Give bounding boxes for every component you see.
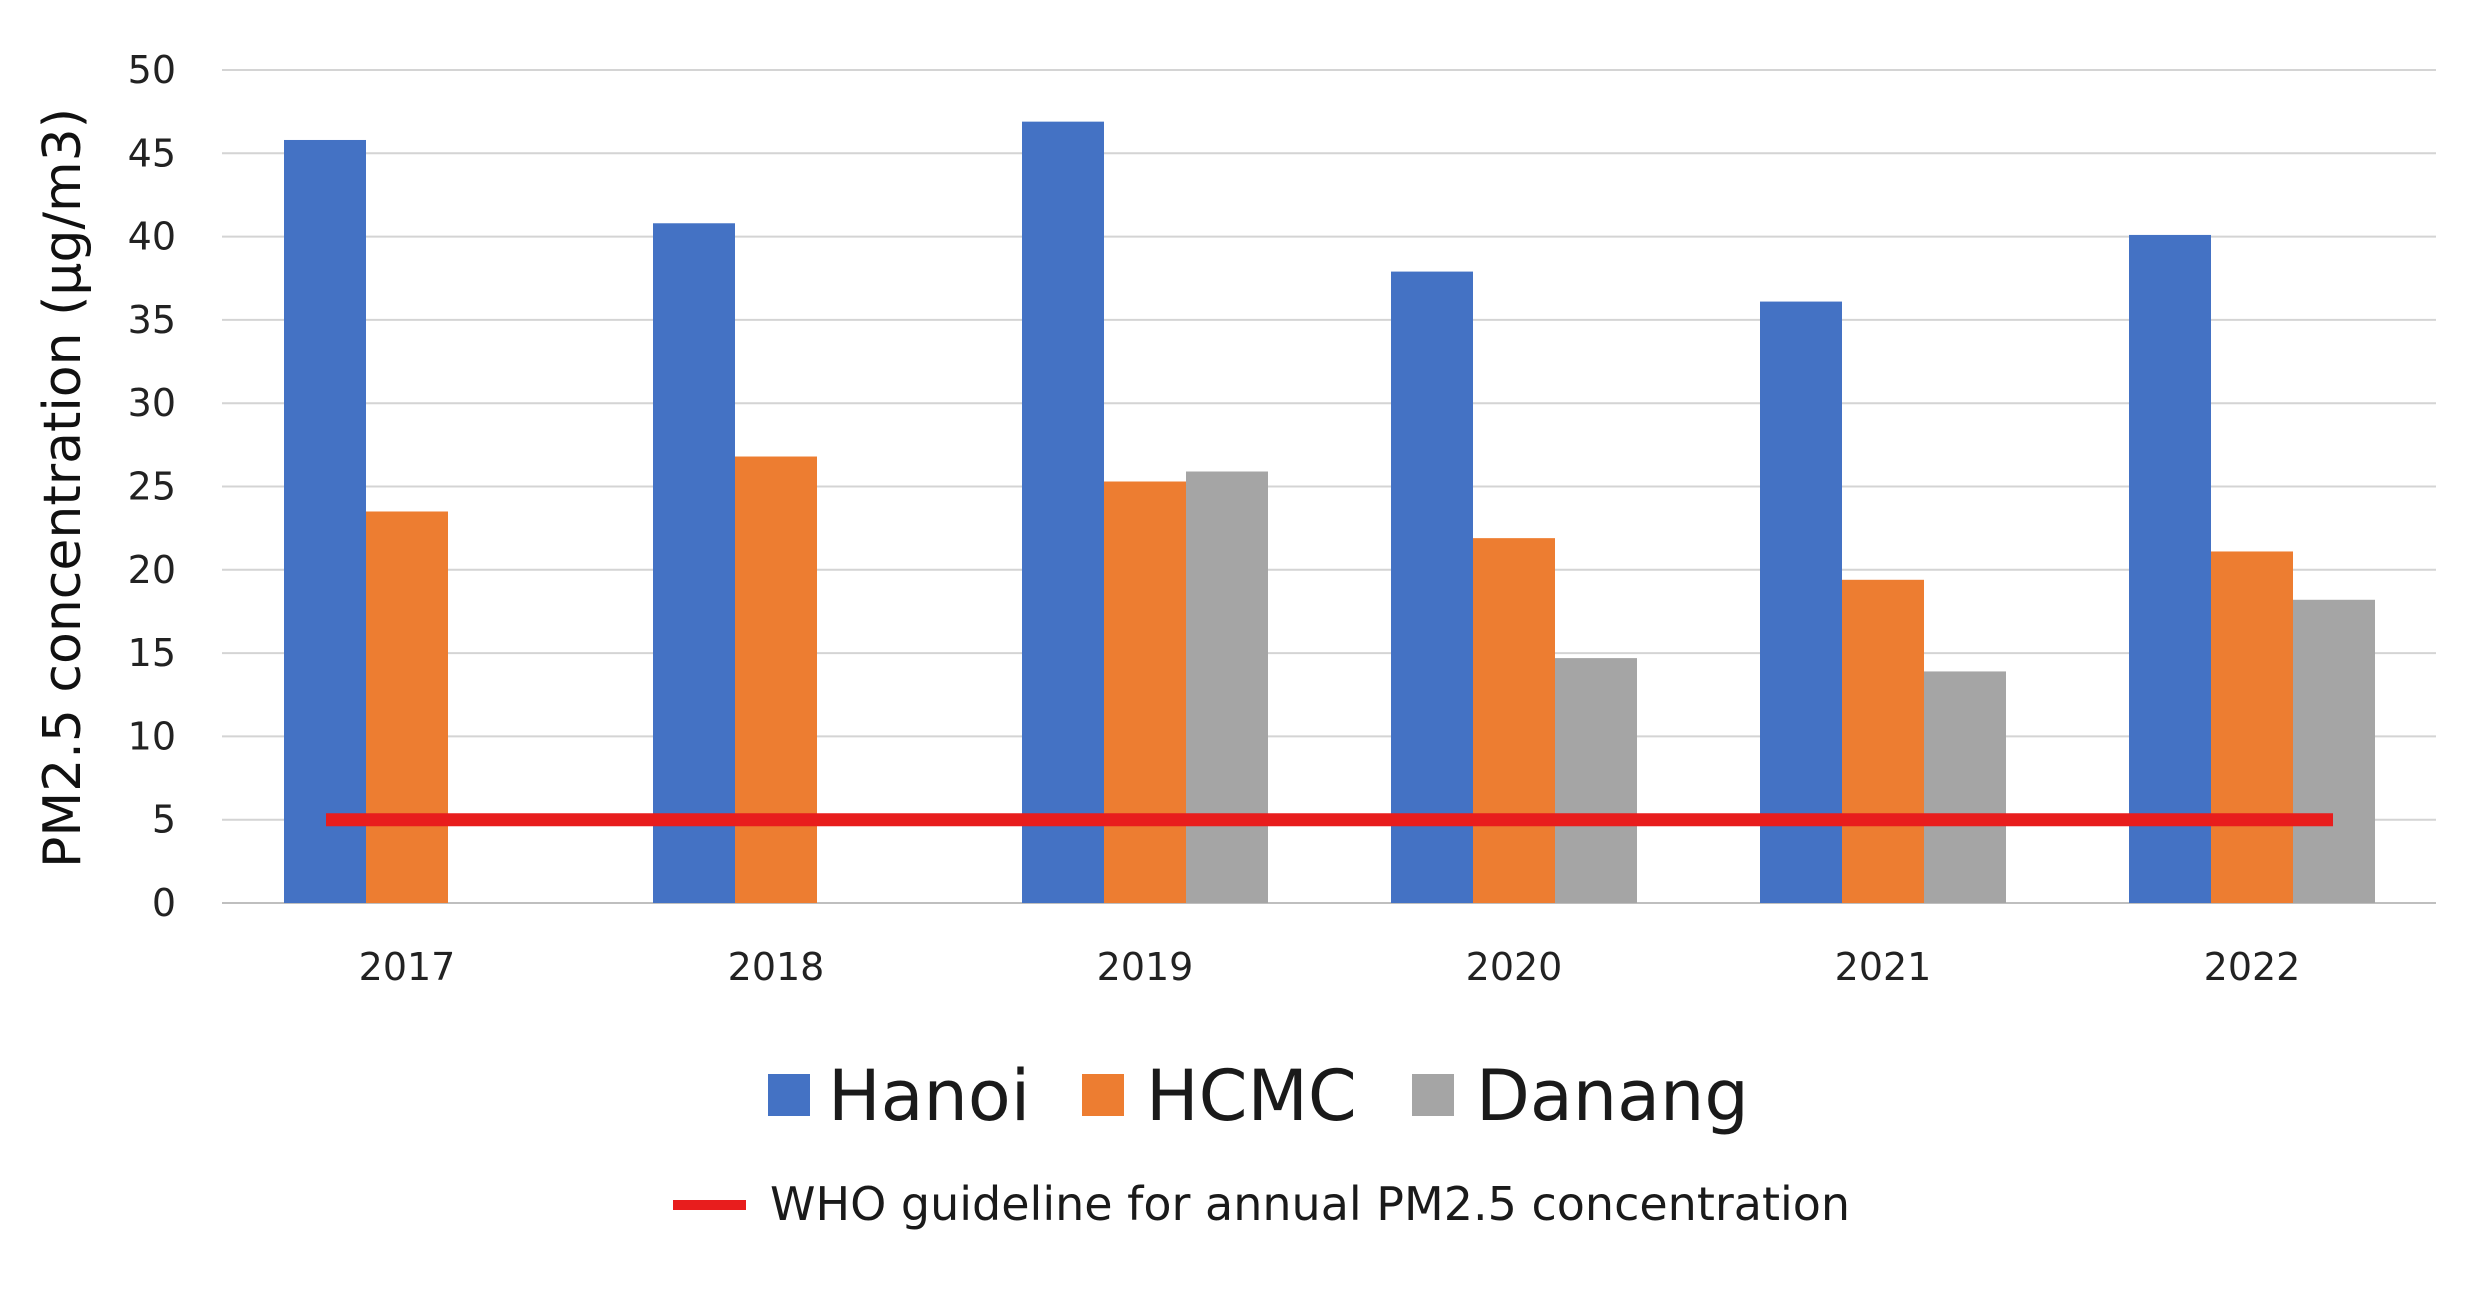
legend-label-hanoi: Hanoi [828, 1055, 1030, 1137]
bar-hcmc-2020 [1473, 538, 1555, 903]
x-tick-label: 2019 [1097, 945, 1194, 989]
legend: Hanoi HCMC Danang WHO guideline for annual … [673, 1055, 1850, 1231]
y-axis-ticks: 0 5 10 15 20 25 30 35 40 45 50 [128, 48, 176, 925]
legend-label-who-guideline: WHO guideline for annual PM2.5 concentra… [770, 1177, 1850, 1231]
legend-label-danang: Danang [1476, 1055, 1749, 1137]
y-tick-label: 35 [128, 298, 176, 342]
bar-danang-2021 [1924, 671, 2006, 903]
legend-swatch-danang [1412, 1074, 1454, 1116]
y-tick-label: 40 [128, 215, 176, 259]
y-tick-label: 50 [128, 48, 176, 92]
legend-swatch-hcmc [1082, 1074, 1124, 1116]
y-tick-label: 45 [128, 131, 176, 175]
x-tick-label: 2018 [728, 945, 825, 989]
x-tick-label: 2020 [1466, 945, 1563, 989]
y-tick-label: 20 [128, 548, 176, 592]
bar-danang-2022 [2293, 599, 2375, 903]
x-tick-label: 2017 [359, 945, 456, 989]
bar-hanoi-2019 [1022, 121, 1104, 904]
y-tick-label: 5 [152, 798, 176, 842]
y-tick-label: 15 [128, 631, 176, 675]
bar-hanoi-2017 [284, 139, 366, 904]
bar-hcmc-2017 [366, 511, 448, 903]
gridlines [222, 69, 2436, 904]
y-tick-label: 10 [128, 714, 176, 758]
y-tick-label: 30 [128, 381, 176, 425]
bar-hanoi-2018 [653, 223, 735, 904]
bar-hcmc-2018 [735, 456, 817, 903]
legend-swatch-hanoi [768, 1074, 810, 1116]
y-tick-label: 0 [152, 881, 176, 925]
bar-hanoi-2020 [1391, 271, 1473, 903]
y-axis-title: PM2.5 concentration (µg/m3) [33, 108, 93, 868]
y-tick-label: 25 [128, 465, 176, 509]
bar-hcmc-2019 [1104, 481, 1186, 903]
bar-hanoi-2022 [2129, 234, 2211, 903]
bar-hcmc-2022 [2211, 551, 2293, 903]
legend-label-hcmc: HCMC [1146, 1055, 1357, 1137]
x-tick-label: 2021 [1835, 945, 1932, 989]
x-tick-label: 2022 [2204, 945, 2301, 989]
x-axis-ticks: 2017 2018 2019 2020 2021 2022 [359, 945, 2301, 989]
bar-danang-2019 [1186, 471, 1268, 903]
bars [284, 121, 2375, 904]
bar-hcmc-2021 [1842, 579, 1924, 903]
bar-danang-2020 [1555, 658, 1637, 903]
bar-hanoi-2021 [1760, 301, 1842, 904]
